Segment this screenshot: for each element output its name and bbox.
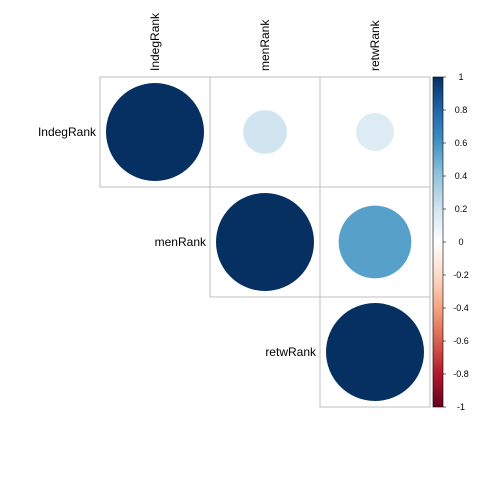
colorbar-tick-label: 0.8 [455,105,468,115]
grid-cell [319,296,431,408]
corr-circle-IndegRank-IndegRank [106,83,204,181]
colorbar-tick-label: -0.6 [453,336,469,346]
colorbar-tick-label: -0.4 [453,303,469,313]
colorbar-tick-label: 0.4 [455,171,468,181]
row-label: IndegRank [38,125,97,139]
corr-circle-IndegRank-menRank [243,110,287,154]
colorbar-tick-label: 1 [458,72,463,82]
colorbar: 1 0.8 0.6 0.4 0.2 0 -0.2 -0.4 -0.6 -0.8 -1 [432,72,469,412]
colorbar-tick-label: -0.2 [453,270,469,280]
row-label: menRank [155,235,207,249]
corr-circle-menRank-retwRank [338,205,412,279]
corr-circle-retwRank-retwRank [326,303,424,401]
colorbar-tick-label: 0 [458,237,463,247]
corr-circle-IndegRank-retwRank [356,113,394,151]
correlation-cells [99,76,431,408]
column-label: menRank [258,19,272,71]
column-labels: IndegRank menRank retwRank [148,12,382,71]
row-labels: IndegRank menRank retwRank [38,125,317,359]
row-label: retwRank [265,345,317,359]
colorbar-tick-label: 0.2 [455,204,468,214]
colorbar-tick-label: -1 [457,402,465,412]
colorbar-tick-label: 0.6 [455,138,468,148]
colorbar-tick-label: -0.8 [453,369,469,379]
column-label: IndegRank [148,12,162,71]
column-label: retwRank [368,19,382,71]
colorbar-gradient [432,76,444,408]
corr-circle-menRank-menRank [216,193,314,291]
